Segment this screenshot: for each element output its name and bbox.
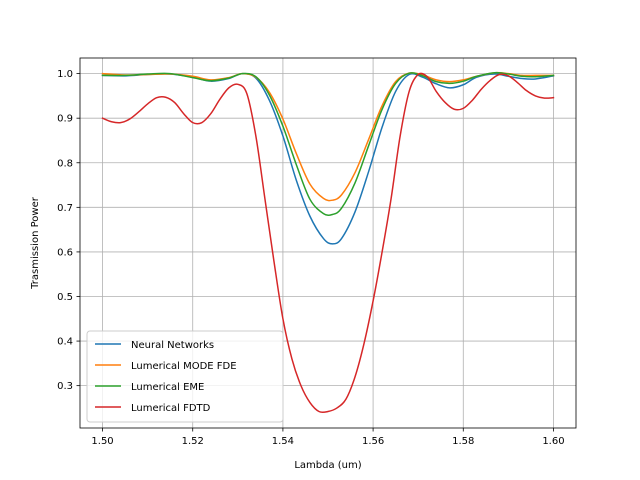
y-axis-ticks: 0.3 0.4 0.5 0.6 0.7 0.8 0.9 1.0 <box>57 69 80 392</box>
x-tick-label: 1.50 <box>91 436 113 447</box>
legend-label: Lumerical FDTD <box>131 403 211 414</box>
series-line-2 <box>101 71 555 217</box>
y-tick-label: 1.0 <box>57 69 73 80</box>
x-axis-label: Lambda (um) <box>294 460 361 471</box>
y-tick-label: 0.3 <box>57 381 73 392</box>
y-tick-label: 0.7 <box>57 203 73 214</box>
x-tick-label: 1.54 <box>272 436 294 447</box>
series-line-3 <box>101 72 555 414</box>
y-tick-label: 0.9 <box>57 114 73 125</box>
y-tick-label: 0.6 <box>57 247 73 258</box>
x-axis-ticks: 1.50 1.52 1.54 1.56 1.58 1.60 <box>91 428 565 447</box>
y-tick-label: 0.5 <box>57 292 73 303</box>
x-tick-label: 1.52 <box>182 436 204 447</box>
legend-box <box>86 330 284 423</box>
legend-label: Lumerical MODE FDE <box>131 361 237 372</box>
series-lines <box>101 71 555 414</box>
legend-label: Lumerical EME <box>131 382 204 393</box>
y-tick-label: 0.8 <box>57 158 73 169</box>
legend-label: Neural Networks <box>131 340 214 351</box>
legend: Neural Networks Lumerical MODE FDE Lumeric… <box>86 330 284 423</box>
grid-lines <box>80 58 576 428</box>
y-tick-label: 0.4 <box>57 337 73 348</box>
x-tick-label: 1.56 <box>362 436 384 447</box>
axes-frame <box>79 57 577 429</box>
x-tick-label: 1.60 <box>542 436 564 447</box>
x-tick-label: 1.58 <box>452 436 474 447</box>
y-axis-label: Trasmission Power <box>30 196 41 290</box>
